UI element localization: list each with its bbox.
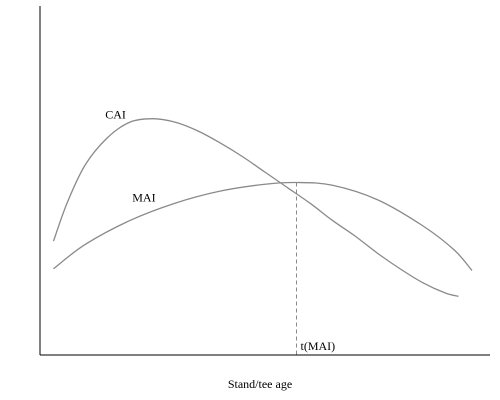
mai-series-label: MAI [132,190,155,204]
x-axis-label: Stand/tee age [228,377,292,391]
mai-curve [53,181,473,271]
cai-curve [52,118,459,297]
t-mai-annotation: t(MAI) [301,339,336,353]
cai-series-label: CAI [105,108,126,122]
